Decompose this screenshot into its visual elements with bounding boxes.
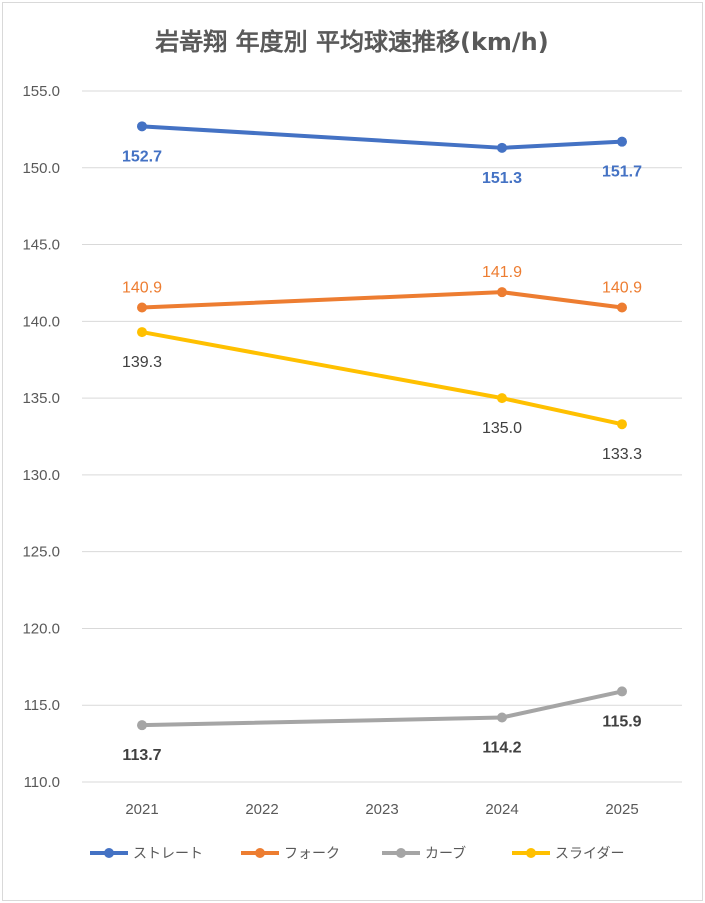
y-tick-label: 155.0: [22, 83, 60, 100]
legend-marker: [255, 848, 265, 858]
data-point: [617, 302, 627, 313]
legend-label: ストレート: [133, 846, 203, 862]
series-line: [140, 124, 624, 150]
legend-marker: [396, 848, 406, 858]
y-tick-label: 145.0: [22, 237, 60, 254]
x-tick-label: 2021: [125, 801, 158, 818]
series-line: [140, 689, 624, 728]
data-label: 152.7: [122, 148, 162, 165]
data-label: 151.3: [482, 170, 522, 187]
data-point: [617, 419, 627, 430]
x-tick-label: 2023: [365, 801, 398, 818]
x-tick-label: 2025: [605, 801, 638, 818]
data-point: [137, 302, 147, 313]
legend-marker: [526, 848, 536, 858]
data-label: 133.3: [602, 446, 642, 463]
series-line: [140, 330, 624, 427]
y-tick-label: 125.0: [22, 544, 60, 561]
data-label: 114.2: [482, 740, 521, 757]
gridlines: [82, 90, 682, 783]
data-point: [617, 136, 627, 147]
y-tick-label: 110.0: [24, 774, 60, 791]
y-tick-label: 115.0: [24, 697, 60, 714]
data-point: [137, 121, 147, 132]
data-label: 141.9: [482, 264, 522, 281]
chart-title: 岩嵜翔 年度別 平均球速推移(km/h): [154, 28, 548, 56]
data-label: 115.9: [602, 713, 641, 730]
data-point: [617, 686, 627, 697]
y-tick-label: 140.0: [22, 313, 60, 330]
data-point: [497, 142, 507, 153]
legend: ストレート フォーク カーブ スライダー: [90, 845, 624, 862]
data-label: 140.9: [602, 280, 642, 297]
data-label: 151.7: [602, 164, 642, 181]
y-tick-label: 130.0: [22, 467, 60, 484]
data-point: [137, 720, 147, 731]
data-label: 113.7: [122, 747, 161, 764]
data-point: [497, 287, 507, 298]
data-point: [497, 393, 507, 404]
y-tick-label: 120.0: [22, 620, 60, 637]
series-line: [140, 290, 624, 310]
x-axis: 2021 2022 2023 2024 2025: [125, 801, 638, 818]
y-tick-label: 135.0: [22, 390, 60, 407]
y-axis: 110.0 115.0 120.0 125.0 130.0 135.0 140.0 145.0…: [22, 83, 60, 791]
data-label: 135.0: [482, 420, 522, 437]
y-tick-label: 150.0: [22, 160, 60, 177]
legend-label: カーブ: [425, 845, 466, 862]
data-point: [497, 712, 507, 723]
data-point: [137, 327, 147, 338]
data-label: 140.9: [122, 280, 162, 297]
x-tick-label: 2022: [245, 801, 278, 818]
legend-marker: [104, 848, 114, 858]
legend-label: フォーク: [284, 846, 340, 862]
x-tick-label: 2024: [485, 801, 518, 818]
series-group: 152.7 151.3 151.7 140.9 141.9 140.9 113.7 114.2…: [122, 121, 642, 764]
data-label: 139.3: [122, 354, 162, 371]
legend-label: スライダー: [555, 846, 624, 862]
